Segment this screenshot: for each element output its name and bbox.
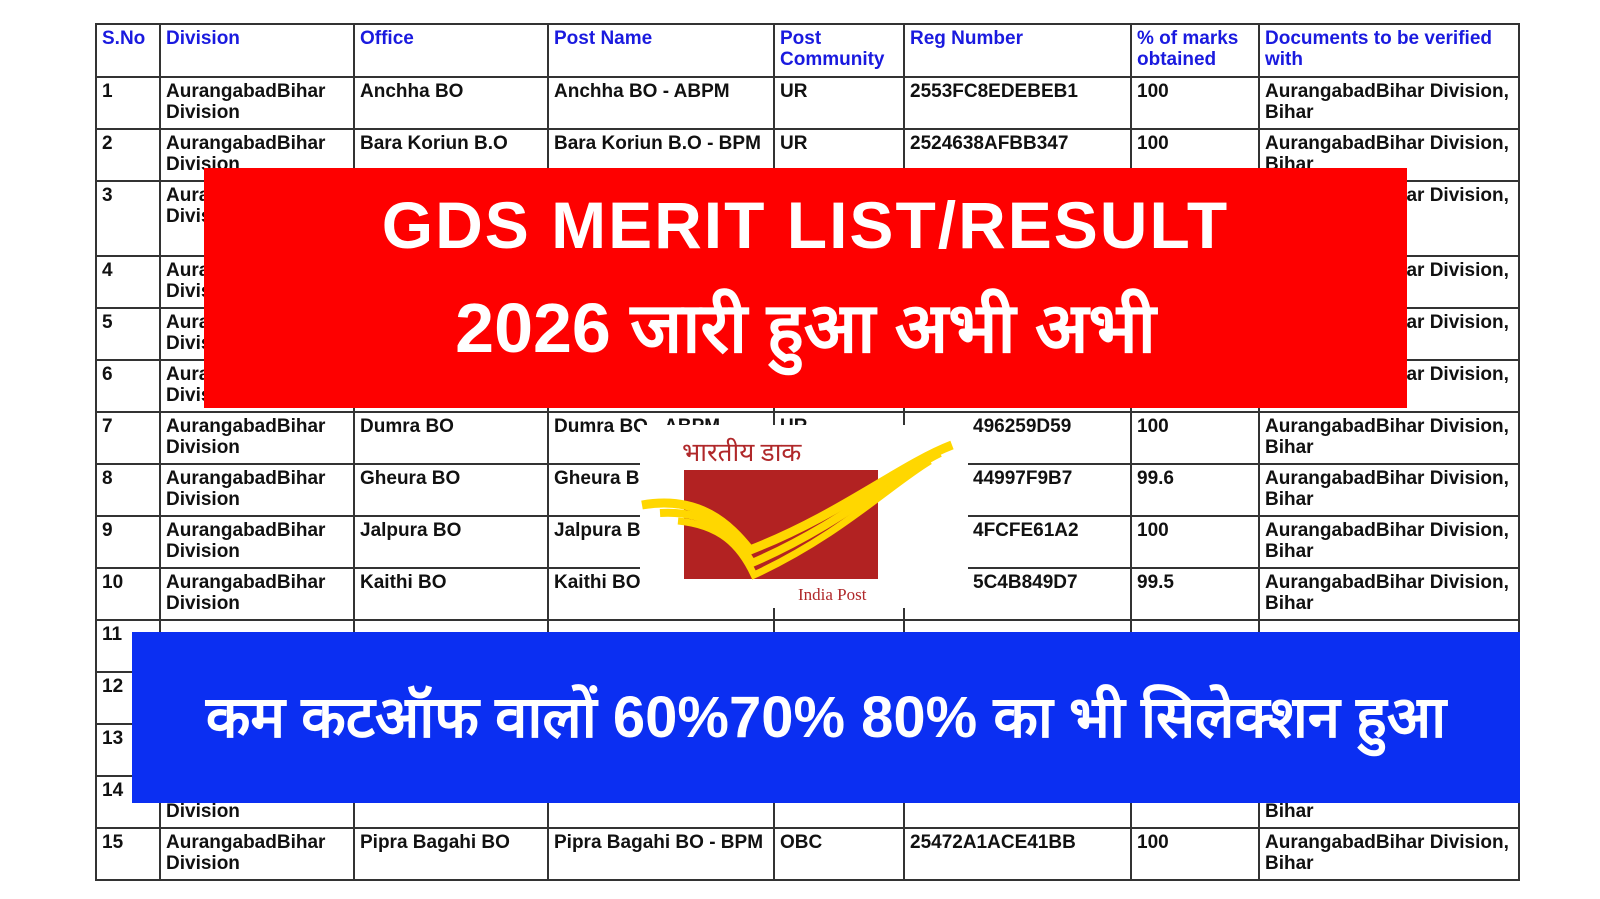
logo-hindi-text: भारतीय डाक [682,438,802,467]
column-header: Office [353,23,549,78]
table-cell: AurangabadBihar Division, Bihar [1258,827,1520,881]
table-cell: 5 [95,307,161,361]
table-cell: 99.5 [1130,567,1260,621]
table-cell: 496259D59 [903,411,1132,465]
table-cell: 100 [1130,827,1260,881]
table-cell: AurangabadBihar Division, Bihar [1258,411,1520,465]
title-line-1: GDS MERIT LIST/RESULT [381,188,1230,262]
table-cell: 15 [95,827,161,881]
table-cell: AurangabadBihar Division [159,76,355,130]
table-cell: 25472A1ACE41BB [903,827,1132,881]
table-cell: AurangabadBihar Division, Bihar [1258,76,1520,130]
table-cell: 4 [95,255,161,309]
table-cell: 8 [95,463,161,517]
column-header: Documents to be verified with [1258,23,1520,78]
table-cell: 2 [95,128,161,182]
table-cell: Anchha BO [353,76,549,130]
table-cell: AurangabadBihar Division [159,463,355,517]
table-cell: 100 [1130,411,1260,465]
table-cell: 9 [95,515,161,569]
logo-english-text: India Post [798,585,867,604]
table-cell: Anchha BO - ABPM [547,76,775,130]
table-cell: AurangabadBihar Division [159,411,355,465]
table-cell: OBC [773,827,905,881]
table-cell: AurangabadBihar Division [159,567,355,621]
table-row: 1 AurangabadBihar Division Anchha BO Anchha… [95,76,1520,130]
table-cell: Gheura BO [353,463,549,517]
title-line-2: 2026 जारी हुआ अभी अभी [455,289,1156,367]
column-header: Reg Number [903,23,1132,78]
logo-swoosh-icon [641,440,954,580]
table-cell: Jalpura BO [353,515,549,569]
table-cell: AurangabadBihar Division [159,827,355,881]
table-cell: 100 [1130,76,1260,130]
table-cell: Kaithi BO [353,567,549,621]
table-cell: AurangabadBihar Division, Bihar [1258,463,1520,517]
column-header: Post Community [773,23,905,78]
table-cell: UR [773,76,905,130]
table-cell: 99.6 [1130,463,1260,517]
table-cell: 1 [95,76,161,130]
table-cell: Pipra Bagahi BO [353,827,549,881]
table-cell: 14 [95,775,161,829]
table-cell: 7 [95,411,161,465]
table-cell: Dumra BO [353,411,549,465]
table-cell: 100 [1130,515,1260,569]
table-row: 15 AurangabadBihar Division Pipra Bagahi B… [95,827,1520,881]
subtitle-banner: कम कटऑफ वालों 60%70% 80% का भी सिलेक्शन … [132,632,1520,803]
table-cell: Pipra Bagahi BO - BPM [547,827,775,881]
table-cell: AurangabadBihar Division, Bihar [1258,567,1520,621]
india-post-logo: भारतीय डाक India Post [640,425,968,608]
table-cell: AurangabadBihar Division [159,515,355,569]
column-header: Division [159,23,355,78]
header-row: S.No Division Office Post Name Post Communit… [95,23,1520,78]
table-cell: 10 [95,567,161,621]
column-header: Post Name [547,23,775,78]
table-cell: 3 [95,180,161,257]
table-cell: 6 [95,359,161,413]
title-banner: GDS MERIT LIST/RESULT 2026 जारी हुआ अभी … [204,168,1407,408]
column-header: % of marks obtained [1130,23,1260,78]
column-header: S.No [95,23,161,78]
table-cell: AurangabadBihar Division, Bihar [1258,515,1520,569]
table-cell: 2553FC8EDEBEB1 [903,76,1132,130]
